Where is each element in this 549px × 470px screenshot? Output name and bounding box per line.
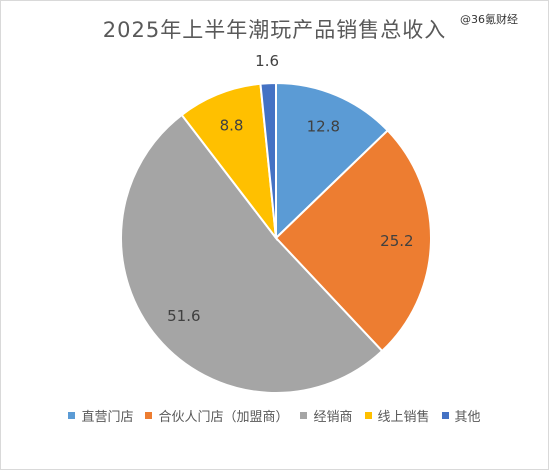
legend-label: 直营门店	[81, 410, 134, 425]
data-label: 1.6	[255, 52, 279, 70]
pie-slice	[275, 81, 390, 241]
legend-item: 线上销售	[364, 406, 430, 425]
legend-swatch	[145, 412, 153, 419]
legend-swatch	[300, 412, 308, 419]
pie-slice	[259, 81, 277, 239]
data-label: 51.6	[167, 307, 200, 325]
data-label: 8.8	[220, 117, 244, 135]
watermark: @36氪财经	[460, 13, 518, 26]
legend-label: 其他	[454, 410, 481, 425]
legend-label: 线上销售	[377, 410, 430, 425]
legend-item: 经销商	[300, 406, 353, 425]
pie-slice	[274, 129, 432, 353]
pie-slice	[120, 113, 384, 394]
pie-slice	[180, 82, 278, 242]
data-label: 25.2	[380, 232, 413, 250]
legend-swatch	[68, 412, 76, 419]
legend-item: 直营门店	[68, 406, 133, 425]
legend-item: 其他	[441, 406, 481, 425]
legend-label: 合伙人门店（加盟商）	[158, 410, 289, 425]
legend-swatch	[364, 412, 372, 419]
legend-label: 经销商	[313, 410, 353, 425]
legend-item: 合伙人门店（加盟商）	[145, 406, 288, 425]
chart-title: 2025年上半年潮玩产品销售总收入	[102, 18, 447, 42]
legend: 直营门店 合伙人门店（加盟商） 经销商 线上销售 其他	[0, 406, 549, 425]
data-label: 12.8	[307, 118, 340, 136]
legend-swatch	[441, 412, 449, 419]
